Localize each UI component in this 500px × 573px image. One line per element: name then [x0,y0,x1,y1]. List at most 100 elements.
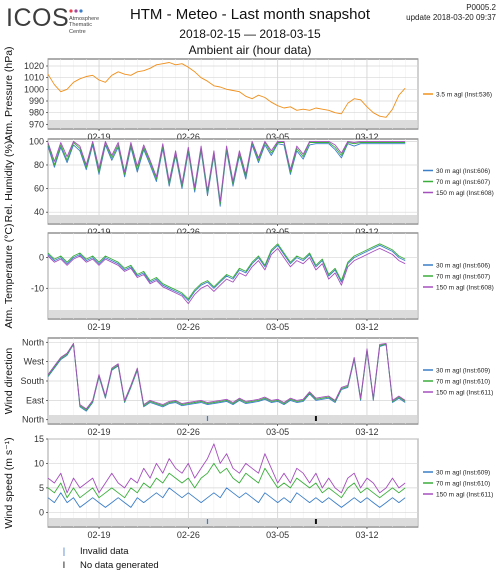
chart-panel: North East South West North 02-19 02-26 03-05 03… [3,337,493,437]
y-tick-label: 100 [29,136,44,146]
y-tick-label: 990 [29,96,44,106]
logo-subtitle: Atmosphere Thematic Centre [69,16,99,35]
series-line [47,342,406,410]
date-range: 2018-02-15 — 2018-03-15 [179,27,321,41]
x-tick-label: 03-12 [355,427,378,437]
product-code: P0005.2 [466,3,496,12]
chart-panel: -10 0 02-19 02-26 03-05 03-12 Atm. Temperature… [3,224,494,332]
legend-nodata: I No data generated [58,558,159,572]
x-tick-label: 02-19 [88,427,111,437]
legend-label: 30 m agl (Inst:609) [436,470,490,477]
y-tick-label: North [22,337,44,347]
legend-label: 150 m agl (Inst:611) [436,492,493,499]
y-axis-label: Atm. Temperature (°C) [3,224,15,329]
flag-band [49,415,417,423]
y-axis-label: Wind direction [3,348,15,415]
y-tick-label: 5 [39,483,44,493]
logo-subtitle-line: Thematic [69,22,93,29]
series-line [47,487,406,508]
series-line [47,462,406,499]
legend-label: 30 m agl (Inst:606) [436,168,490,175]
plot-area [47,438,419,528]
series-line [47,243,406,300]
update-timestamp: update 2018-03-20 09:37 [406,13,496,22]
y-tick-label: 0 [39,253,44,263]
y-tick-label: 970 [29,119,44,129]
x-tick-label: 03-05 [266,322,289,332]
y-axis-label: Atm. Pressure (hPa) [3,46,15,141]
plot-area [47,232,419,320]
y-tick-label: 1010 [24,73,44,83]
y-tick-label: -10 [31,283,44,293]
flag-band [49,310,417,318]
x-tick-label: 02-26 [177,427,200,437]
x-tick-label: 03-05 [266,427,289,437]
logo-subtitle-line: Centre [69,28,86,35]
y-axis-label: Rel. Humidity (%) [3,141,15,223]
legend-label: 150 m agl (Inst:608) [436,190,494,197]
x-tick-label: 03-05 [266,132,289,142]
nodata-label: No data generated [80,559,159,571]
invalid-data-mark [206,519,209,524]
x-tick-label: 02-19 [88,132,111,142]
x-tick-label: 03-12 [355,227,378,237]
plot-area [47,58,419,130]
nodata-mark: I [62,559,66,571]
legend-label: 3.5 m agl (Inst:536) [436,92,492,99]
y-tick-label: 60 [34,184,44,194]
nodata-mark [314,416,317,421]
y-tick-label: 980 [29,108,44,118]
page-subtitle: Ambient air (hour data) [188,43,312,57]
flag-band [49,120,417,128]
y-axis-label: Wind speed (m s⁻¹) [3,437,15,528]
x-tick-label: 03-12 [355,530,378,540]
legend-label: 30 m agl (Inst:606) [436,263,490,270]
x-tick-label: 03-05 [266,227,289,237]
y-tick-label: 15 [34,434,44,444]
x-tick-label: 03-12 [355,132,378,142]
x-tick-label: 02-19 [88,227,111,237]
y-tick-label: East [26,395,45,405]
y-tick-label: North [22,415,44,425]
invalid-data-mark [206,416,209,421]
y-tick-label: 1020 [24,61,44,71]
legend-label: 150 m agl (Inst:611) [436,390,493,397]
logo-subtitle-line: Atmosphere [69,16,100,22]
series-line [47,443,406,494]
series-line [47,244,406,302]
page-title: HTM - Meteo - Last month snapshot [129,6,371,23]
nodata-mark [314,519,317,524]
series-line [47,140,406,203]
legend-label: 150 m agl (Inst:608) [436,285,494,292]
legend-invalid: | Invalid data [58,544,159,558]
x-tick-label: 02-26 [177,227,200,237]
flag-band [49,215,417,223]
y-tick-label: 40 [34,207,44,217]
icos-logo: ICOS Atmosphere Thematic Centre [6,4,116,40]
chart-panel: 0 5 10 15 02-19 02-26 03-05 03-12 Wind speed (m … [3,434,493,540]
flag-legend: | Invalid data I No data generated [58,544,159,572]
x-tick-label: 03-05 [266,530,289,540]
y-tick-label: 10 [34,458,44,468]
y-tick-label: West [24,357,45,367]
y-tick-label: 80 [34,160,44,170]
invalid-data-mark: | [62,545,66,557]
series-line [47,247,406,305]
legend-label: 70 m agl (Inst:610) [436,379,490,386]
invalid-data-label: Invalid data [80,545,129,557]
flag-band [49,518,417,526]
x-tick-label: 02-26 [177,322,200,332]
legend-label: 70 m agl (Inst:610) [436,481,490,488]
x-tick-label: 02-26 [177,530,200,540]
logo-wordmark: ICOS [6,4,70,32]
x-tick-label: 03-12 [355,322,378,332]
y-tick-label: 1000 [24,84,44,94]
legend-label: 70 m agl (Inst:607) [436,274,490,281]
x-tick-label: 02-19 [88,322,111,332]
legend-label: 30 m agl (Inst:609) [436,368,490,375]
legend-label: 70 m agl (Inst:607) [436,179,490,186]
y-tick-label: 0 [39,507,44,517]
x-tick-label: 02-26 [177,132,200,142]
